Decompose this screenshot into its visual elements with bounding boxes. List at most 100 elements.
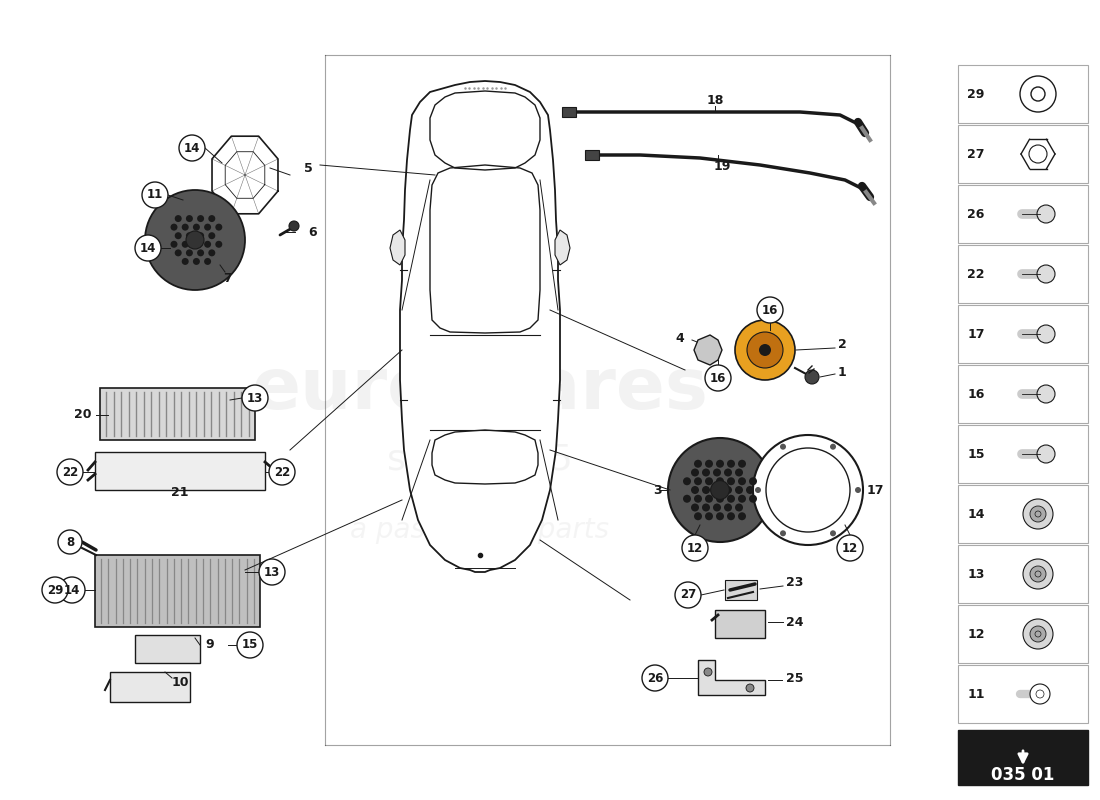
Text: 27: 27: [967, 147, 984, 161]
Circle shape: [691, 469, 698, 477]
FancyBboxPatch shape: [95, 452, 265, 490]
Text: 23: 23: [786, 577, 804, 590]
Circle shape: [1030, 506, 1046, 522]
FancyBboxPatch shape: [958, 605, 1088, 663]
FancyBboxPatch shape: [958, 305, 1088, 363]
Text: 20: 20: [75, 409, 91, 422]
Circle shape: [675, 582, 701, 608]
Circle shape: [57, 459, 82, 485]
FancyBboxPatch shape: [562, 107, 576, 117]
FancyBboxPatch shape: [100, 388, 255, 440]
Circle shape: [735, 486, 743, 494]
Circle shape: [1030, 626, 1046, 642]
Text: 17: 17: [967, 327, 984, 341]
Text: 7: 7: [223, 271, 232, 285]
Polygon shape: [694, 335, 722, 365]
Circle shape: [780, 444, 786, 450]
Circle shape: [186, 250, 192, 256]
Circle shape: [713, 486, 721, 494]
Circle shape: [759, 344, 771, 356]
Circle shape: [197, 232, 205, 239]
Circle shape: [205, 258, 211, 265]
FancyBboxPatch shape: [95, 555, 260, 627]
Circle shape: [145, 190, 245, 290]
Circle shape: [182, 241, 189, 248]
Circle shape: [1023, 499, 1053, 529]
Circle shape: [694, 478, 702, 486]
Text: 2: 2: [837, 338, 846, 351]
Circle shape: [182, 224, 189, 230]
Circle shape: [716, 478, 724, 486]
Circle shape: [216, 224, 222, 230]
Circle shape: [735, 469, 743, 477]
Circle shape: [170, 224, 177, 230]
FancyBboxPatch shape: [958, 730, 1088, 785]
Circle shape: [258, 559, 285, 585]
Text: 22: 22: [62, 466, 78, 478]
Circle shape: [805, 370, 820, 384]
Circle shape: [855, 487, 861, 493]
Text: 14: 14: [140, 242, 156, 254]
Text: 6: 6: [309, 226, 317, 238]
Circle shape: [702, 469, 710, 477]
Circle shape: [236, 632, 263, 658]
Circle shape: [738, 512, 746, 520]
Circle shape: [642, 665, 668, 691]
Circle shape: [830, 530, 836, 536]
Circle shape: [705, 512, 713, 520]
Circle shape: [738, 478, 746, 486]
Polygon shape: [698, 660, 764, 695]
Text: 16: 16: [967, 387, 984, 401]
Text: 15: 15: [967, 447, 984, 461]
Circle shape: [704, 668, 712, 676]
Circle shape: [830, 444, 836, 450]
Text: 12: 12: [967, 627, 984, 641]
Circle shape: [757, 297, 783, 323]
Circle shape: [755, 487, 761, 493]
Circle shape: [205, 241, 211, 248]
Text: 27: 27: [680, 589, 696, 602]
Circle shape: [727, 512, 735, 520]
FancyBboxPatch shape: [958, 185, 1088, 243]
Circle shape: [1020, 76, 1056, 112]
Text: 29: 29: [47, 583, 63, 597]
Text: 16: 16: [710, 371, 726, 385]
FancyBboxPatch shape: [958, 485, 1088, 543]
Circle shape: [735, 320, 795, 380]
Circle shape: [735, 503, 743, 511]
Circle shape: [175, 215, 182, 222]
Text: 17: 17: [867, 483, 883, 497]
FancyBboxPatch shape: [715, 610, 764, 638]
Circle shape: [705, 365, 732, 391]
Text: 25: 25: [786, 671, 804, 685]
Circle shape: [1037, 325, 1055, 343]
Circle shape: [175, 250, 182, 256]
Circle shape: [175, 232, 182, 239]
Circle shape: [1023, 559, 1053, 589]
Text: 18: 18: [706, 94, 724, 106]
Circle shape: [192, 224, 200, 230]
Circle shape: [1037, 265, 1055, 283]
Circle shape: [694, 460, 702, 468]
Circle shape: [58, 530, 82, 554]
Text: 12: 12: [686, 542, 703, 554]
Circle shape: [1023, 619, 1053, 649]
Circle shape: [702, 486, 710, 494]
Circle shape: [242, 385, 268, 411]
Circle shape: [749, 494, 757, 502]
FancyBboxPatch shape: [958, 665, 1088, 723]
Text: 22: 22: [967, 267, 984, 281]
Text: 19: 19: [713, 161, 730, 174]
Circle shape: [705, 478, 713, 486]
Text: 24: 24: [786, 615, 804, 629]
FancyBboxPatch shape: [958, 545, 1088, 603]
Circle shape: [724, 469, 732, 477]
FancyBboxPatch shape: [135, 635, 200, 663]
Circle shape: [724, 503, 732, 511]
Circle shape: [682, 535, 708, 561]
Circle shape: [179, 135, 205, 161]
Circle shape: [216, 241, 222, 248]
Circle shape: [1037, 205, 1055, 223]
Circle shape: [754, 435, 864, 545]
Circle shape: [691, 486, 698, 494]
